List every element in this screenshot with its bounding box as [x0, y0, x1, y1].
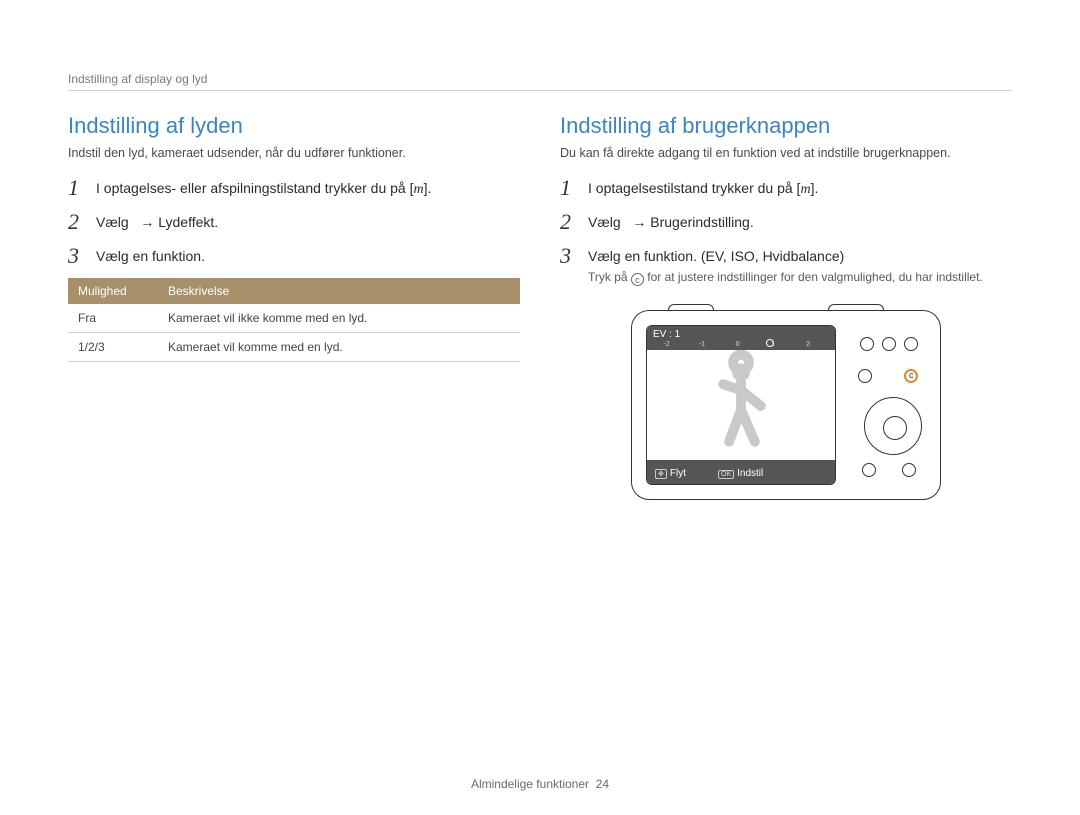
step-number: 1 [560, 176, 588, 200]
step-body: I optagelsestilstand trykker du på [m]. [588, 176, 818, 200]
right-column: Indstilling af brugerknappen Du kan få d… [560, 113, 1012, 500]
camera-button-icon [858, 369, 872, 383]
ev-scale: -2 -1 0 1 2 [653, 341, 829, 349]
camera-button-icon [902, 463, 916, 477]
screen-preview [647, 350, 835, 460]
step-body: Vælg → Brugerindstilling. [588, 210, 754, 233]
custom-c-button-icon [904, 369, 918, 383]
camera-zoom-icon [828, 304, 884, 311]
ev-label: EV : 1 [653, 329, 829, 340]
camera-dpad-icon [864, 397, 922, 455]
table-col-desc: Beskrivelse [158, 278, 520, 304]
step-number: 2 [68, 210, 96, 234]
table-col-option: Mulighed [68, 278, 158, 304]
step-number: 3 [560, 244, 588, 268]
person-silhouette-icon [647, 350, 835, 460]
step-number: 2 [560, 210, 588, 234]
table-row: 1/2/3 Kameraet vil komme med en lyd. [68, 333, 520, 362]
screen-action-set: OKIndstil [718, 468, 763, 479]
step-body: Vælg → Lydeffekt. [96, 210, 218, 233]
camera-button-icon [860, 337, 874, 351]
left-column: Indstilling af lyden Indstil den lyd, ka… [68, 113, 520, 500]
right-title: Indstilling af brugerknappen [560, 113, 1012, 139]
right-steps: 1 I optagelsestilstand trykker du på [m]… [560, 176, 1012, 286]
step-note: Tryk på c for at justere indstillinger f… [588, 269, 1012, 286]
ev-marker-icon [766, 339, 774, 347]
options-table: Mulighed Beskrivelse Fra Kameraet vil ik… [68, 278, 520, 362]
step-body: Vælg en funktion. (EV, ISO, Hvidbalance) [588, 244, 1012, 267]
camera-button-icon [904, 337, 918, 351]
right-intro: Du kan få direkte adgang til en funktion… [560, 145, 1012, 162]
step-body: I optagelses- eller afspilningstilstand … [96, 176, 431, 200]
breadcrumb: Indstilling af display og lyd [68, 72, 1012, 91]
step-body: Vælg en funktion. [96, 244, 205, 267]
left-title: Indstilling af lyden [68, 113, 520, 139]
camera-button-icon [882, 337, 896, 351]
left-intro: Indstil den lyd, kameraet udsender, når … [68, 145, 520, 162]
table-row: Fra Kameraet vil ikke komme med en lyd. [68, 304, 520, 333]
camera-button-icon [862, 463, 876, 477]
left-steps: 1 I optagelses- eller afspilningstilstan… [68, 176, 520, 269]
screen-action-move: ✥Flyt [655, 468, 686, 479]
camera-diagram: EV : 1 -2 -1 0 1 2 [631, 310, 941, 500]
step-number: 1 [68, 176, 96, 200]
page-footer: Almindelige funktioner 24 [0, 777, 1080, 791]
camera-screen: EV : 1 -2 -1 0 1 2 [646, 325, 836, 485]
camera-shutter-icon [668, 304, 714, 311]
step-number: 3 [68, 244, 96, 268]
